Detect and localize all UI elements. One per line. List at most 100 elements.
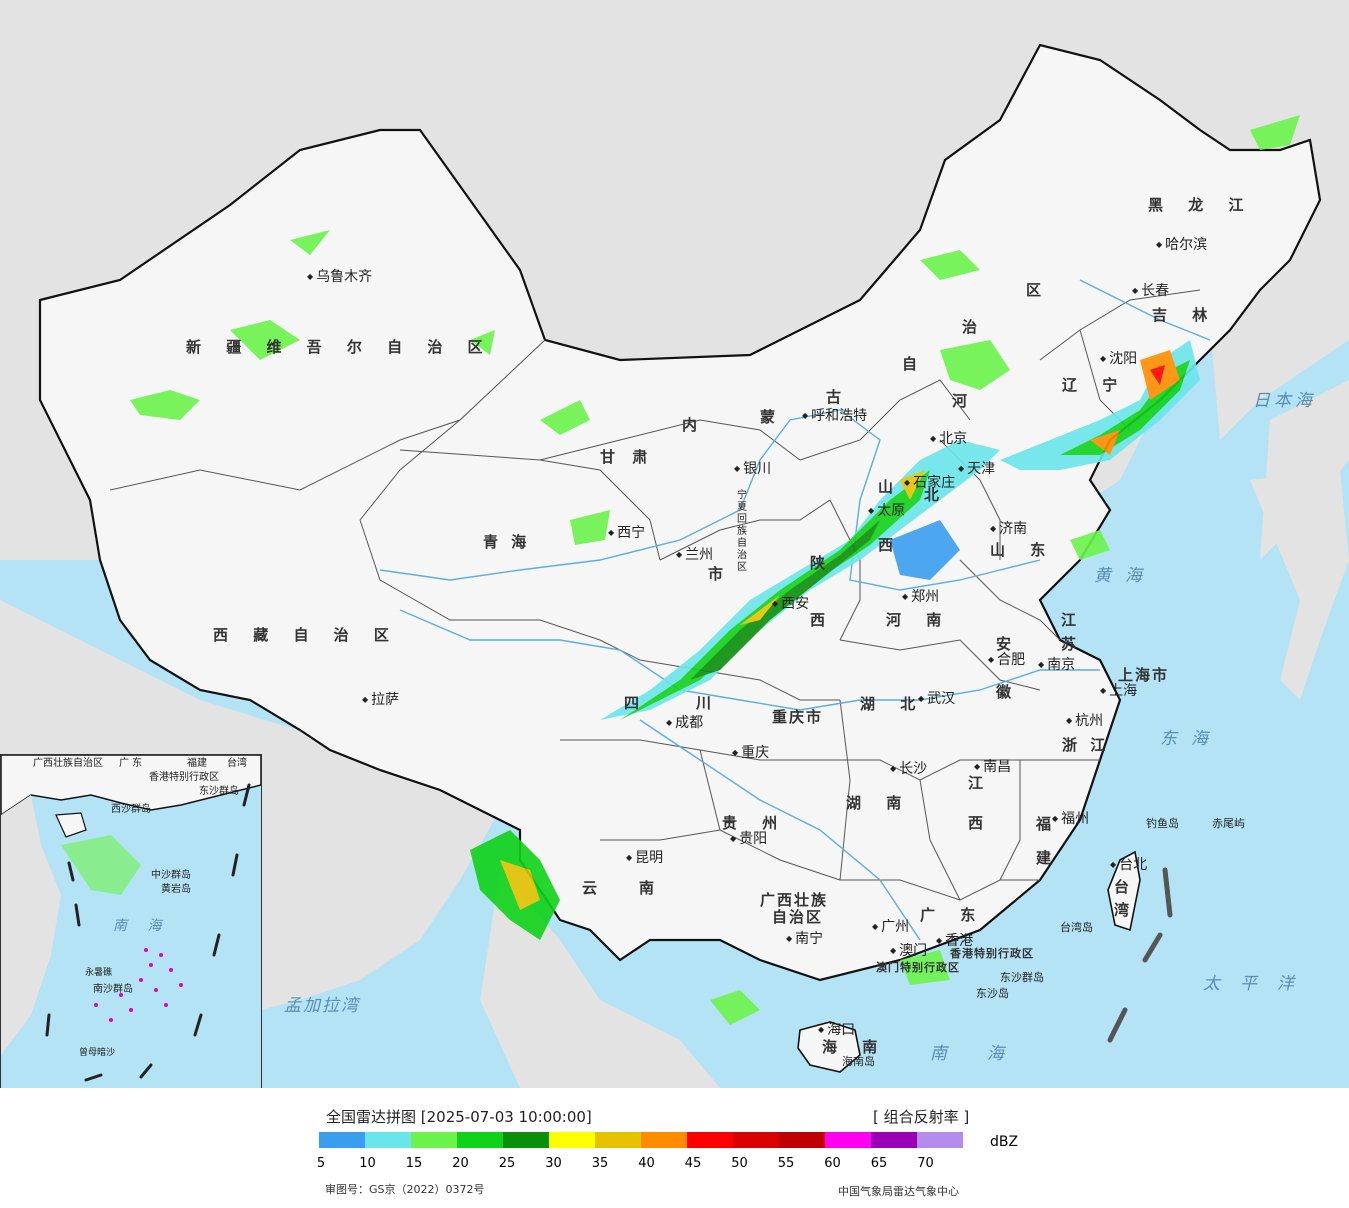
city-hefei: 合肥 bbox=[988, 653, 1025, 667]
color-scale-tick: 70 bbox=[917, 1156, 934, 1171]
color-scale-tick: 60 bbox=[824, 1156, 841, 1171]
province-label-neimeng-1: 内 bbox=[682, 416, 708, 434]
city-nanning: 南宁 bbox=[786, 932, 823, 946]
province-label-neimeng-6: 区 bbox=[1026, 281, 1052, 299]
province-label-hunan: 湖 南 bbox=[846, 794, 912, 812]
province-label-chongqing: 重庆市 bbox=[772, 708, 824, 726]
province-label-taiwan-1: 台 bbox=[1114, 878, 1140, 896]
city-taiyuan: 太原 bbox=[868, 504, 905, 518]
province-label-neimeng-4: 自 bbox=[902, 355, 928, 373]
province-label-yunnan-1: 云 bbox=[582, 879, 608, 897]
color-scale-tick: 20 bbox=[452, 1156, 469, 1171]
city-tianjin: 天津 bbox=[958, 462, 995, 476]
province-label-guangxi-2: 自治区 bbox=[772, 908, 824, 926]
province-label-yunnan-2: 南 bbox=[639, 879, 665, 897]
color-scale-tick: 50 bbox=[731, 1156, 748, 1171]
city-taibei: 台北 bbox=[1110, 858, 1147, 872]
inset-label-yongshu: 永暑礁 bbox=[85, 968, 113, 978]
inset-label-nansha: 南沙群岛 bbox=[93, 984, 133, 995]
province-label-neimeng-2: 蒙 bbox=[760, 408, 786, 426]
city-chengdu: 成都 bbox=[666, 716, 703, 730]
inset-label-guangdong: 广 东 bbox=[119, 758, 143, 769]
province-label-qinghai: 青 海 bbox=[483, 533, 531, 551]
color-swatch bbox=[503, 1132, 549, 1148]
city-shenyang: 沈阳 bbox=[1100, 352, 1137, 366]
color-scale-tick: 45 bbox=[684, 1156, 702, 1171]
radar-map: 新 疆 维 吾 尔 自 治 区 西 藏 自 治 区 青 海 甘 肃 内 蒙 古 … bbox=[0, 0, 1349, 1089]
city-shanghai: 上海 bbox=[1100, 684, 1137, 698]
province-label-shandong: 山 东 bbox=[990, 541, 1056, 559]
inset-label-xisha: 西沙群岛 bbox=[111, 804, 151, 815]
inset-label-dongsha: 东沙群岛 bbox=[199, 786, 239, 797]
city-zhengzhou: 郑州 bbox=[902, 590, 939, 604]
sea-pacific: 太平洋 bbox=[1203, 974, 1314, 994]
inset-label-zengmu: 曾母暗沙 bbox=[79, 1048, 116, 1058]
province-label-hubei: 湖 北 bbox=[860, 695, 926, 713]
city-hangzhou: 杭州 bbox=[1066, 714, 1103, 728]
sea-bengal: 孟加拉湾 bbox=[284, 996, 360, 1016]
province-label-hongkong: 香港特别行政区 bbox=[950, 947, 1034, 960]
color-swatch bbox=[365, 1132, 411, 1148]
city-wuhan: 武汉 bbox=[918, 692, 955, 706]
province-label-shanxi-2: 西 bbox=[878, 536, 904, 554]
color-scale-tick: 15 bbox=[405, 1156, 423, 1171]
province-label-guangdong: 广 东 bbox=[920, 906, 986, 924]
color-scale-tick: 40 bbox=[638, 1156, 655, 1171]
color-scale-tick: 30 bbox=[545, 1156, 562, 1171]
island-taiwan: 台湾岛 bbox=[1060, 921, 1093, 934]
south-china-sea-inset: 广西壮族自治区 广 东 福建 台湾 香港特别行政区 东沙群岛 西沙群岛 中沙群岛… bbox=[0, 754, 262, 1088]
city-macau: 澳门 bbox=[890, 944, 927, 958]
sea-yellow: 黄海 bbox=[1094, 566, 1156, 586]
province-label-ningxia: 宁夏回族自治区 bbox=[737, 490, 747, 573]
province-label-sichuan-2: 川 bbox=[696, 694, 722, 712]
color-swatch bbox=[411, 1132, 457, 1148]
province-label-taiwan-2: 湾 bbox=[1114, 901, 1140, 919]
color-swatch bbox=[641, 1132, 687, 1148]
province-label-fujian-1: 福 bbox=[1036, 815, 1062, 833]
province-label-xinjiang: 新 疆 维 吾 尔 自 治 区 bbox=[186, 338, 493, 356]
city-changsha: 长沙 bbox=[890, 762, 927, 776]
city-changchun: 长春 bbox=[1132, 284, 1169, 298]
color-scale-tick: 65 bbox=[870, 1156, 888, 1171]
color-swatch bbox=[871, 1132, 917, 1148]
sea-japan: 日本海 bbox=[1253, 391, 1316, 411]
color-scale-tick: 10 bbox=[359, 1156, 376, 1171]
inset-label-huangyan: 黄岩岛 bbox=[161, 884, 191, 895]
color-swatch bbox=[457, 1132, 503, 1148]
city-shijiazhuang: 石家庄 bbox=[904, 476, 955, 490]
color-swatch bbox=[595, 1132, 641, 1148]
island-dongsha-group: 东沙群岛 bbox=[1000, 971, 1044, 984]
inset-map bbox=[1, 755, 261, 1082]
color-scale bbox=[319, 1132, 963, 1148]
province-label-jiangxi-1: 江 bbox=[968, 774, 994, 792]
color-swatch bbox=[779, 1132, 825, 1148]
province-label-neimeng-5: 治 bbox=[962, 318, 988, 336]
province-label-shanghai: 上海市 bbox=[1118, 666, 1170, 684]
city-urumqi: 乌鲁木齐 bbox=[307, 270, 372, 284]
city-chongqing: 重庆 bbox=[732, 746, 769, 760]
inset-label-hk: 香港特别行政区 bbox=[149, 772, 219, 783]
sea-south: 南海 bbox=[930, 1044, 1044, 1064]
color-swatch bbox=[733, 1132, 779, 1148]
province-label-shanxi-1: 山 bbox=[878, 478, 904, 496]
city-hongkong: 香港 bbox=[936, 934, 973, 948]
city-guiyang: 贵阳 bbox=[730, 832, 767, 846]
city-yinchuan: 银川 bbox=[734, 462, 771, 476]
review-number: 审图号：GS京（2022）0372号 bbox=[325, 1183, 485, 1196]
legend-unit: dBZ bbox=[990, 1134, 1019, 1150]
province-label-anhui-1: 安 bbox=[996, 635, 1022, 653]
province-label-shaanxi-1: 陕 bbox=[810, 554, 836, 572]
province-label-liaoning: 辽 宁 bbox=[1062, 376, 1128, 394]
city-lanzhou: 兰州 bbox=[676, 548, 713, 562]
city-xian: 西安 bbox=[772, 597, 809, 611]
province-label-henan: 河 南 bbox=[886, 611, 952, 629]
inset-label-nanhai: 南 海 bbox=[113, 918, 170, 934]
legend-panel: 全国雷达拼图 [2025-07-03 10:00:00] [ 组合反射率 ] d… bbox=[0, 1088, 1349, 1208]
province-label-jiangsu-2: 苏 bbox=[1061, 635, 1087, 653]
province-label-anhui-2: 徽 bbox=[996, 683, 1022, 701]
province-label-hebei-1: 河 bbox=[952, 392, 978, 410]
color-swatch bbox=[917, 1132, 963, 1148]
sea-east: 东海 bbox=[1160, 729, 1222, 749]
inset-label-zhongsha: 中沙群岛 bbox=[151, 870, 191, 881]
inset-label-guangxi: 广西壮族自治区 bbox=[33, 758, 103, 769]
